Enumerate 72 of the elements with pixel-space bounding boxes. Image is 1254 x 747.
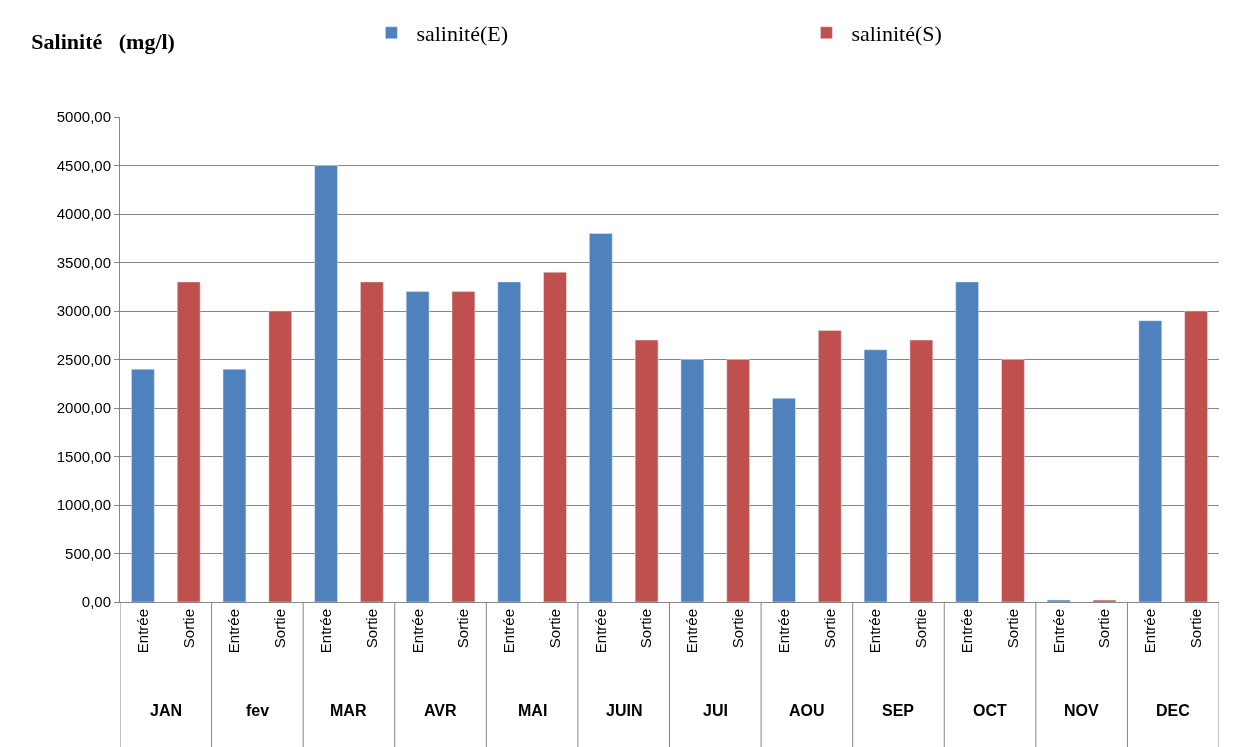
- x-tick-label: Entrée: [1049, 609, 1067, 654]
- y-tick-label: 2000,00: [56, 399, 111, 417]
- x-tick-label: Sortie: [1095, 609, 1113, 649]
- bar: [543, 271, 567, 602]
- bar: [909, 339, 934, 602]
- x-tick-label: Sortie: [820, 609, 838, 649]
- x-tick-label: Sortie: [454, 609, 472, 649]
- bar: [360, 281, 384, 602]
- bar: [1138, 320, 1163, 602]
- x-tick-label: Entrée: [591, 609, 609, 654]
- bar: [955, 281, 979, 602]
- bar: [1184, 310, 1208, 602]
- x-tick-label: Sortie: [362, 609, 380, 649]
- y-tick-label: 4500,00: [56, 156, 111, 174]
- text: AVR: [424, 702, 458, 719]
- legend-label: salinité(E): [416, 21, 509, 47]
- x-tick-label: Entrée: [316, 609, 334, 654]
- x-tick-label: Sortie: [271, 609, 289, 649]
- text: fev: [246, 702, 270, 719]
- legend-label: salinité(S): [851, 21, 942, 47]
- x-tick-label: Entrée: [225, 609, 243, 654]
- x-tick-label: Sortie: [179, 609, 197, 649]
- x-tick-label: Sortie: [729, 609, 747, 649]
- x-tick-label: Entrée: [958, 609, 976, 654]
- x-tick-label: Sortie: [1186, 609, 1204, 649]
- x-tick-label: Entrée: [683, 609, 701, 654]
- bar: [405, 291, 430, 602]
- y-tick-label: 5000,00: [56, 108, 111, 126]
- y-tick-label: 4000,00: [56, 205, 111, 223]
- bar: [818, 330, 842, 602]
- x-tick-label: Entrée: [408, 609, 426, 654]
- y-tick-label: 1000,00: [56, 496, 111, 514]
- bar: [680, 359, 705, 602]
- text: SEP: [882, 702, 915, 719]
- y-tick-label: 2500,00: [56, 350, 111, 368]
- chart-title: Salinité (mg/l): [31, 29, 175, 55]
- y-tick-label: 3000,00: [56, 302, 111, 320]
- bar: [451, 291, 476, 602]
- x-tick-label: Sortie: [637, 609, 655, 649]
- x-tick-label: Sortie: [1003, 609, 1021, 649]
- x-tick-label: Entrée: [133, 609, 151, 654]
- bar: [314, 165, 338, 602]
- x-tick-label: Entrée: [1141, 609, 1159, 654]
- text: JUI: [703, 702, 728, 719]
- bar: [863, 349, 888, 602]
- text: JUIN: [606, 702, 643, 719]
- bar: [634, 339, 659, 602]
- y-tick-label: 3500,00: [56, 253, 111, 271]
- bar: [772, 398, 796, 602]
- x-tick-label: Entrée: [500, 609, 518, 654]
- x-tick-label: Entrée: [866, 609, 884, 654]
- bar: [268, 310, 292, 602]
- text: OCT: [973, 702, 1007, 719]
- bar: [497, 281, 521, 602]
- bar: [1001, 359, 1025, 602]
- x-tick-label: Sortie: [545, 609, 563, 649]
- text: JAN: [150, 702, 183, 719]
- text: MAR: [330, 702, 367, 719]
- bar: [222, 368, 247, 602]
- text: MAI: [518, 702, 548, 719]
- x-tick-label: Entrée: [774, 609, 792, 654]
- text: NOV: [1064, 702, 1099, 719]
- bar: [176, 281, 201, 602]
- y-tick-label: 0,00: [81, 593, 111, 611]
- bar: [589, 233, 613, 602]
- y-tick-label: 1500,00: [56, 447, 111, 465]
- text: AOU: [789, 702, 825, 719]
- bar: [726, 359, 750, 602]
- bar: [131, 368, 155, 602]
- text: DEC: [1156, 702, 1191, 719]
- x-tick-label: Sortie: [912, 609, 930, 649]
- y-tick-label: 500,00: [65, 544, 111, 562]
